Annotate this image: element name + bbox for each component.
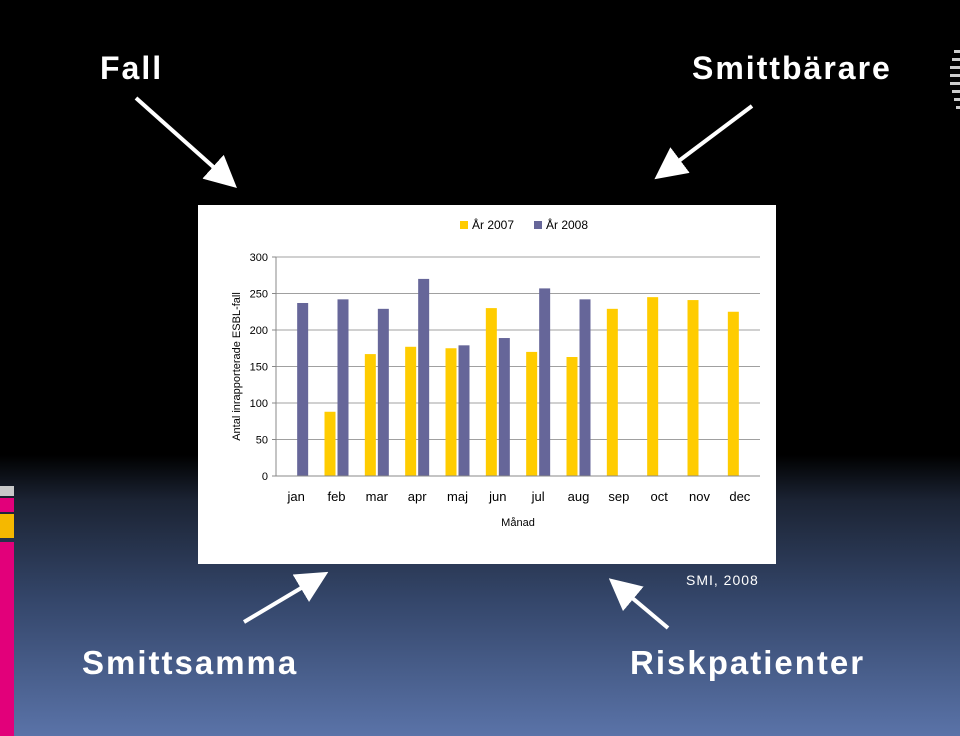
- legend-swatch: [534, 221, 542, 229]
- x-tick-label: aug: [568, 489, 590, 504]
- y-axis-ticks: 0 50 100 150 200 250 300: [250, 252, 276, 483]
- x-tick-label: jun: [488, 489, 506, 504]
- arrow-smittbarare-icon: [654, 104, 754, 180]
- bar-maj-2007: [445, 348, 457, 476]
- bar-feb-2008: [337, 299, 349, 476]
- source-note: SMI, 2008: [686, 572, 759, 588]
- bar-jul-2007: [526, 351, 538, 476]
- legend-label: År 2007: [472, 217, 514, 232]
- x-tick-label: sep: [608, 489, 629, 504]
- left-decorative-stripe: [0, 0, 16, 736]
- x-axis-ticks: jan feb mar apr maj jun jul aug sep oct nov dec: [286, 489, 750, 504]
- bar-apr-2007: [405, 346, 417, 476]
- x-tick-label: feb: [327, 489, 345, 504]
- label-riskpatienter: Riskpatienter: [630, 644, 866, 681]
- bar-jun-2007: [485, 308, 497, 476]
- arrow-fall-icon: [134, 96, 237, 188]
- bar-sep-2007: [606, 308, 618, 476]
- right-decorative-lines: [950, 50, 960, 120]
- bar-mar-2007: [364, 354, 376, 476]
- bar-maj-2008: [458, 345, 470, 476]
- bar-jun-2008: [498, 338, 510, 476]
- x-tick-label: maj: [447, 489, 468, 504]
- arrow-smittsamma-icon: [242, 571, 329, 624]
- x-tick-label: mar: [366, 489, 389, 504]
- x-tick-label: jul: [531, 489, 545, 504]
- bars: [297, 278, 739, 476]
- bar-mar-2008: [377, 308, 389, 476]
- bar-apr-2008: [418, 278, 430, 476]
- bar-nov-2007: [687, 300, 699, 476]
- y-tick-label: 50: [256, 435, 268, 447]
- y-tick-label: 300: [250, 252, 268, 264]
- x-tick-label: dec: [729, 489, 750, 504]
- y-tick-label: 100: [250, 398, 268, 410]
- y-tick-label: 250: [250, 289, 268, 301]
- x-tick-label: jan: [286, 489, 304, 504]
- bar-jul-2008: [539, 288, 551, 476]
- bar-feb-2007: [324, 411, 336, 476]
- legend-label: År 2008: [546, 217, 588, 232]
- gridlines: [276, 256, 760, 477]
- y-tick-label: 150: [250, 362, 268, 374]
- x-tick-label: nov: [689, 489, 710, 504]
- bar-dec-2007: [727, 311, 739, 476]
- x-tick-label: apr: [408, 489, 427, 504]
- legend-swatch: [460, 221, 468, 229]
- bar-aug-2007: [566, 357, 578, 476]
- bar-oct-2007: [647, 297, 659, 476]
- legend: År 2007 År 2008: [460, 217, 588, 232]
- bar-aug-2008: [579, 299, 591, 476]
- label-fall: Fall: [100, 50, 164, 86]
- x-axis-label: Månad: [501, 517, 535, 529]
- x-tick-label: oct: [650, 489, 668, 504]
- y-tick-label: 0: [262, 471, 268, 483]
- label-smittsamma: Smittsamma: [82, 644, 299, 681]
- y-tick-label: 200: [250, 325, 268, 337]
- chart-container: 0 50 100 150 200 250 300 jan feb mar apr maj jun jul…: [198, 205, 776, 564]
- bar-jan-2008: [297, 302, 309, 476]
- bar-chart: 0 50 100 150 200 250 300 jan feb mar apr maj jun jul…: [231, 217, 760, 529]
- arrow-riskpatienter-icon: [608, 578, 670, 630]
- label-smittbarare: Smittbärare: [692, 50, 892, 86]
- y-axis-label: Antal inrapporterade ESBL-fall: [231, 292, 243, 441]
